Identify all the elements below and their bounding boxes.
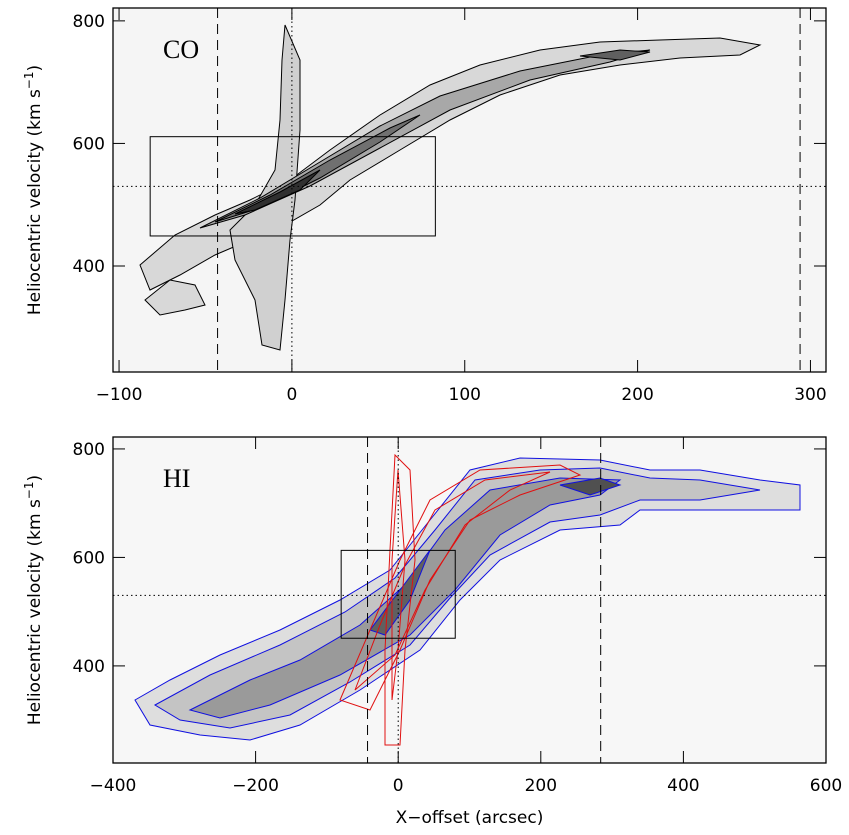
panel-label: CO — [163, 35, 199, 64]
y-axis-label: Heliocentric velocity (km s−1) — [22, 475, 45, 725]
x-tick-label: 400 — [667, 776, 699, 796]
panel-background — [113, 8, 826, 372]
co-contours — [139, 24, 762, 351]
x-tick-label: −100 — [96, 385, 143, 405]
plot-frame — [112, 7, 827, 373]
region-box — [340, 549, 456, 639]
y-tick-label: 800 — [73, 440, 105, 460]
x-tick-label: 0 — [286, 385, 297, 405]
y-tick-label: 400 — [73, 657, 105, 677]
plot-frame — [112, 436, 827, 764]
co-overlay-contours — [339, 453, 582, 746]
y-axis-label-part: ) — [25, 65, 45, 72]
x-tick-label: 300 — [794, 385, 826, 405]
y-tick-label: 400 — [73, 257, 105, 277]
x-tick-label: 600 — [810, 776, 842, 796]
x-tick-label: 100 — [449, 385, 481, 405]
y-axis-label-part: −1 — [22, 71, 36, 89]
region-box — [149, 136, 436, 237]
y-axis-label-part: −1 — [22, 481, 36, 499]
x-tick-label: 200 — [621, 385, 653, 405]
x-tick-label: −400 — [90, 776, 137, 796]
y-axis-label: Heliocentric velocity (km s−1) — [22, 65, 45, 315]
x-axis-label: X−offset (arcsec) — [396, 808, 544, 828]
panel-label: HI — [163, 464, 190, 493]
x-tick-label: −200 — [232, 776, 279, 796]
y-tick-label: 800 — [73, 12, 105, 32]
y-tick-label: 600 — [73, 134, 105, 154]
y-axis-label-part: ) — [25, 475, 45, 482]
x-tick-label: 200 — [525, 776, 557, 796]
y-tick-label: 600 — [73, 548, 105, 568]
x-tick-label: 0 — [393, 776, 404, 796]
y-axis-label-part: Heliocentric velocity (km s — [25, 89, 45, 315]
y-axis-label-part: Heliocentric velocity (km s — [25, 499, 45, 725]
